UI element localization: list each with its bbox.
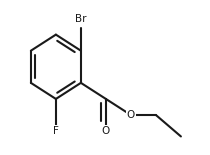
Text: F: F — [53, 126, 59, 136]
Text: O: O — [127, 110, 135, 120]
Text: O: O — [102, 126, 110, 136]
Text: Br: Br — [75, 13, 87, 24]
